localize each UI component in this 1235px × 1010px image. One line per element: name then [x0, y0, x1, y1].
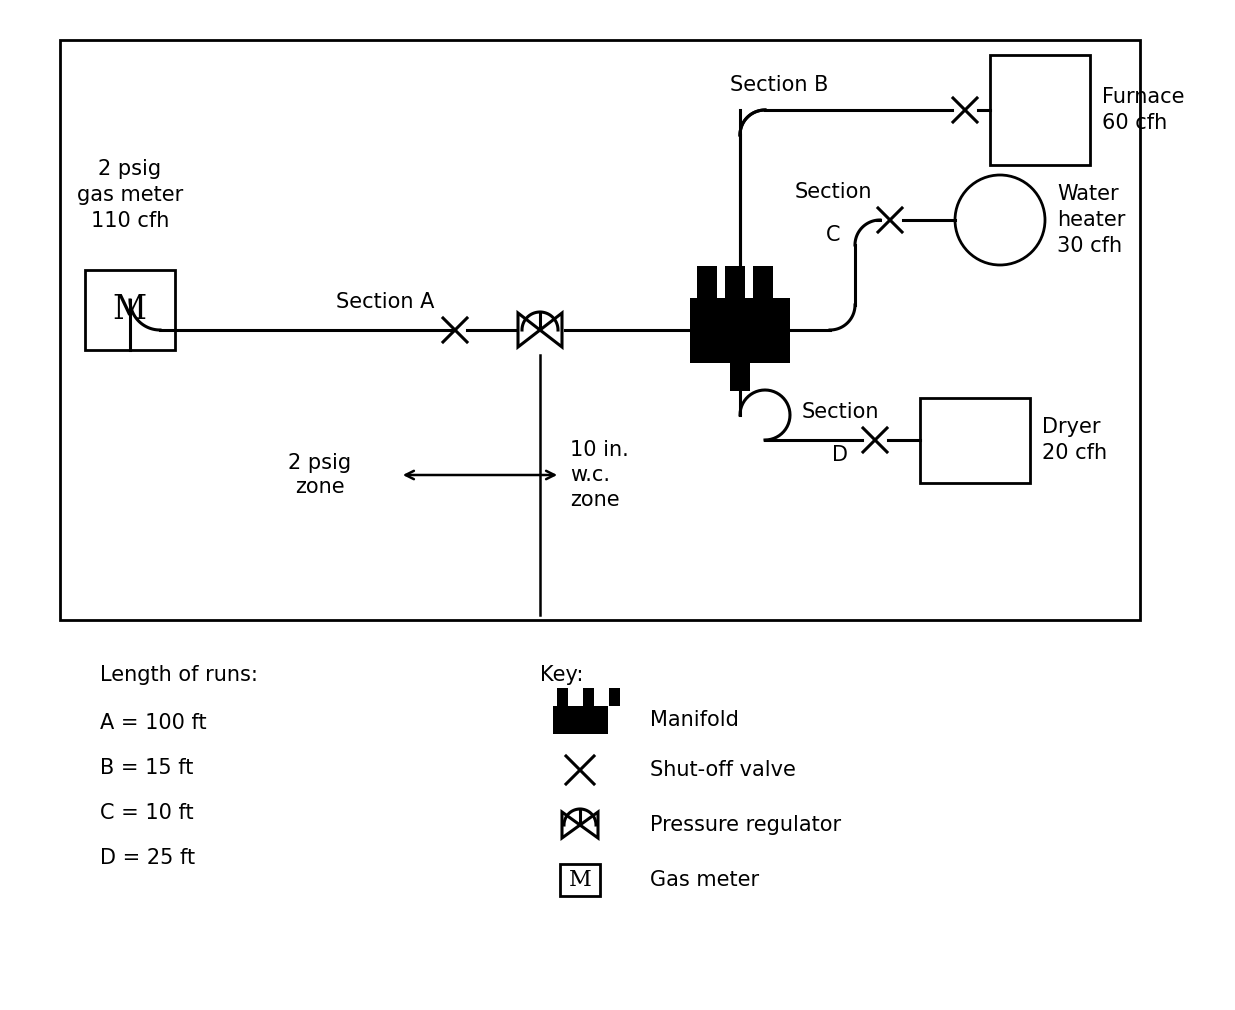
Bar — [552, 706, 608, 734]
Circle shape — [955, 175, 1045, 265]
Bar — [690, 298, 790, 363]
Bar — [559, 864, 600, 896]
Text: Dryer
20 cfh: Dryer 20 cfh — [1042, 417, 1107, 464]
Text: Manifold: Manifold — [650, 710, 739, 730]
Text: Key:: Key: — [540, 665, 583, 685]
Text: Section: Section — [794, 182, 872, 202]
Text: 2 psig
zone: 2 psig zone — [289, 452, 352, 497]
Bar — [61, 40, 1140, 620]
Text: 2 psig
gas meter
110 cfh: 2 psig gas meter 110 cfh — [77, 159, 183, 231]
Text: M: M — [112, 294, 147, 326]
Bar — [583, 688, 594, 706]
Bar — [990, 55, 1091, 165]
Text: D: D — [832, 445, 848, 465]
Text: M: M — [568, 869, 592, 891]
Text: Furnace
60 cfh: Furnace 60 cfh — [1102, 87, 1184, 133]
Text: Gas meter: Gas meter — [650, 870, 760, 890]
Bar — [609, 688, 620, 706]
Text: Section B: Section B — [730, 75, 829, 95]
Text: C = 10 ft: C = 10 ft — [100, 803, 194, 823]
Bar — [725, 266, 745, 298]
Text: Section A: Section A — [336, 292, 435, 312]
Bar — [557, 688, 568, 706]
Text: Shut-off valve: Shut-off valve — [650, 760, 795, 780]
Text: D = 25 ft: D = 25 ft — [100, 848, 195, 868]
Text: Water
heater
30 cfh: Water heater 30 cfh — [1057, 184, 1125, 257]
Bar — [730, 363, 750, 391]
Bar — [920, 398, 1030, 483]
Text: Pressure regulator: Pressure regulator — [650, 815, 841, 835]
Text: Length of runs:: Length of runs: — [100, 665, 258, 685]
Text: B = 15 ft: B = 15 ft — [100, 758, 194, 778]
Text: C: C — [826, 225, 840, 245]
Bar — [753, 266, 773, 298]
Text: Section: Section — [802, 402, 879, 422]
Bar — [85, 270, 175, 350]
Text: A = 100 ft: A = 100 ft — [100, 713, 206, 733]
Text: 10 in.
w.c.
zone: 10 in. w.c. zone — [571, 440, 629, 510]
Bar — [697, 266, 718, 298]
